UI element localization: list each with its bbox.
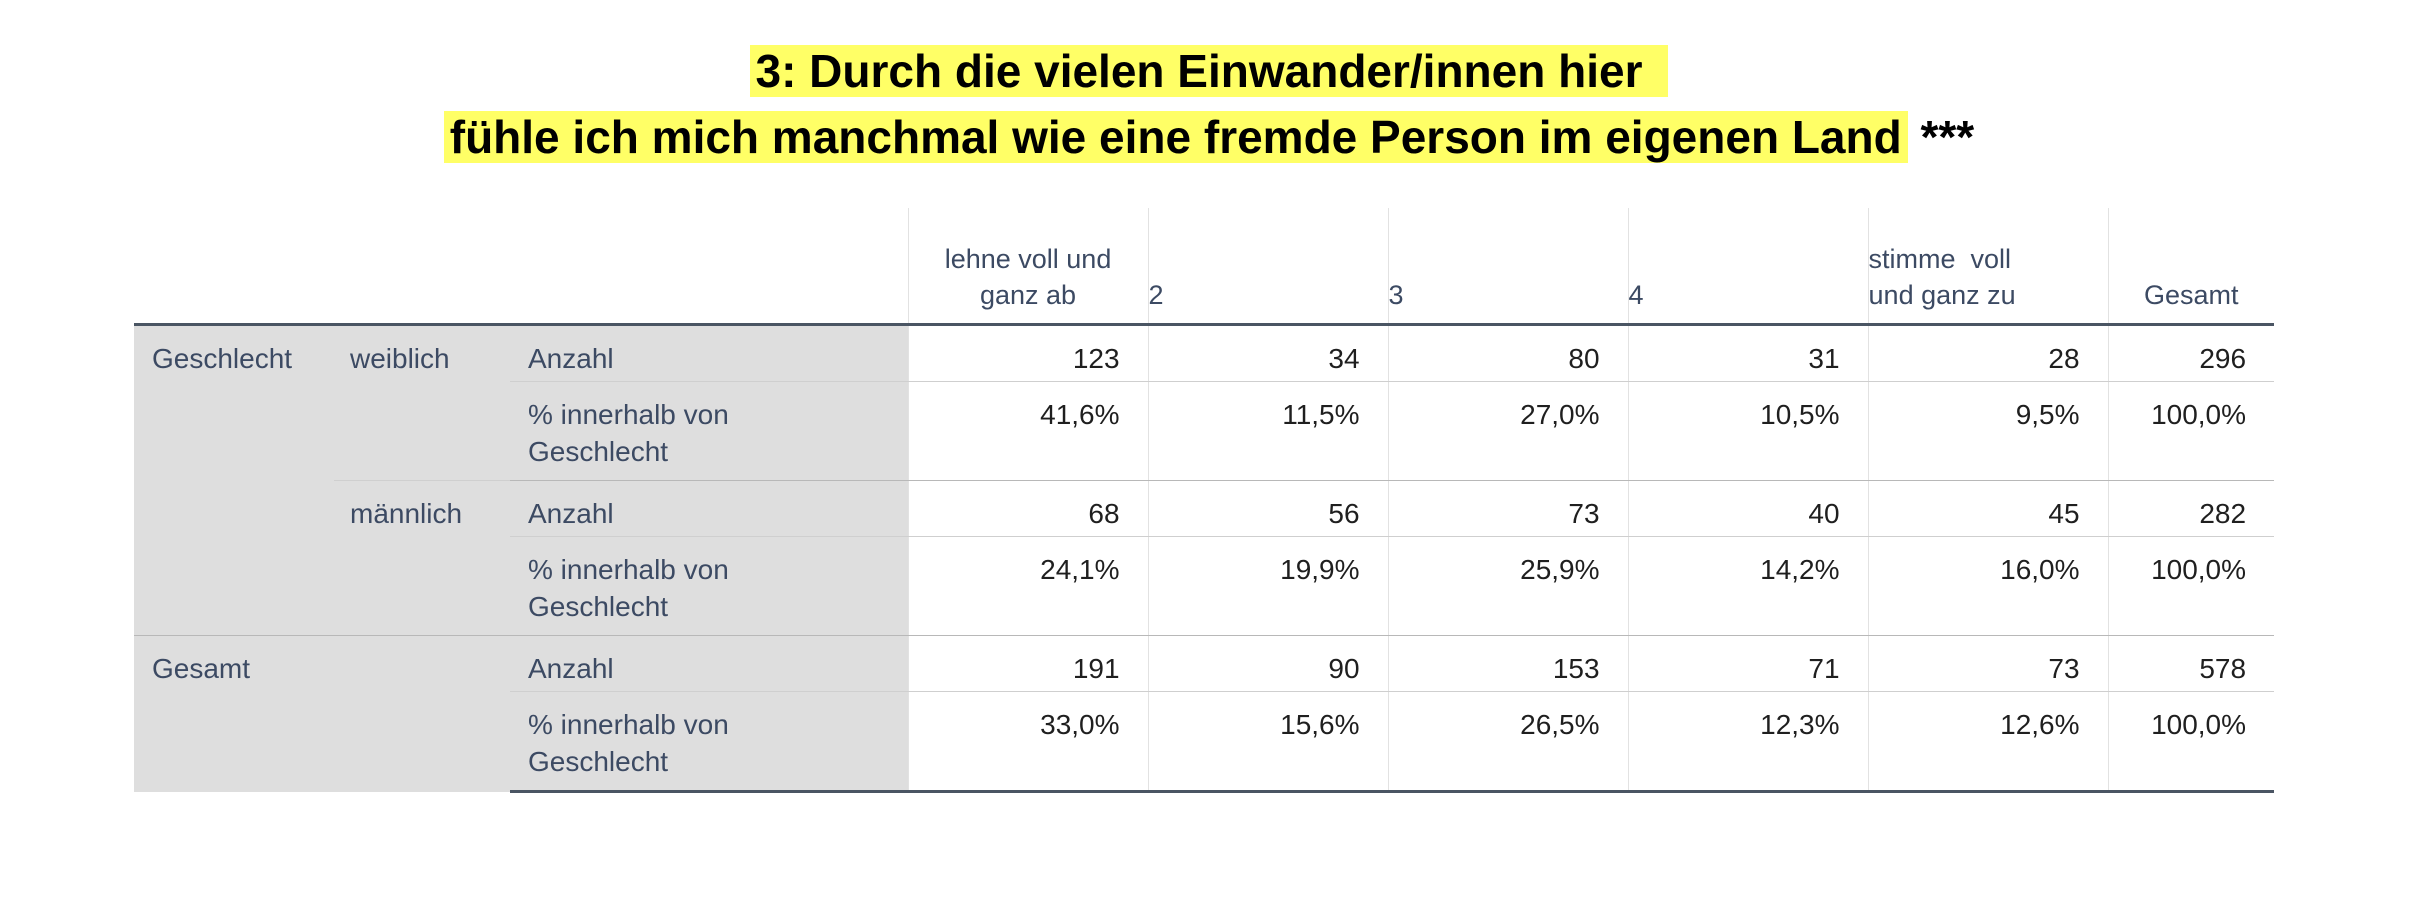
col-header-gesamt: Gesamt [2107,208,2275,326]
col-header-3: 3 [1387,208,1629,326]
row-group-geschlecht: Geschlecht [134,324,334,636]
table-cell: 41,6% [907,381,1149,481]
row-label-percent: % innerhalb von Geschlecht [510,536,909,636]
table-cell: 100,0% [2107,381,2275,481]
table-cell: 73 [1867,635,2109,692]
table-cell: 100,0% [2107,691,2275,793]
col-header-stimme-zu-line2: und ganz zu [1868,280,2016,310]
table-cell: 19,9% [1147,536,1389,636]
col-header-stimme-zu: stimme voll und ganz zu [1867,208,2109,326]
table-row: Gesamt Anzahl 191 90 153 71 73 578 [134,635,2275,792]
table-cell: 68 [907,480,1149,537]
row-subgroup-weiblich: weiblich [334,324,510,481]
table-cell: 71 [1627,635,1869,692]
row-label-percent-line1: % innerhalb von [528,554,729,585]
table-cell: 10,5% [1627,381,1869,481]
table-cell: 578 [2107,635,2275,692]
table-cell: 31 [1627,324,1869,382]
table-cell: 27,0% [1387,381,1629,481]
table-cell: 90 [1147,635,1389,692]
table-cell: 191 [907,635,1149,692]
col-header-stimme-zu-line1: stimme voll [1868,244,2012,274]
row-subgroup-empty [334,635,510,792]
table-cell: 28 [1867,324,2109,382]
title-line-1: 3: Durch die vielen Einwander/innen hier [0,40,2418,102]
row-label-percent-line1: % innerhalb von [528,399,729,430]
title-line-1-text: 3: Durch die vielen Einwander/innen hier [749,45,1669,97]
row-label-percent: % innerhalb von Geschlecht [510,381,909,481]
row-label-anzahl: Anzahl [510,635,909,692]
table-row: männlich Anzahl 68 56 73 40 45 282 [134,480,2275,636]
table-cell: 296 [2107,324,2275,382]
header-row: lehne voll und ganz ab 2 3 4 stimme voll… [134,208,2275,326]
significance-stars: *** [1920,111,1975,163]
table-cell: 25,9% [1387,536,1629,636]
col-header-lehne-ab: lehne voll und ganz ab [907,208,1149,326]
table-cell: 45 [1867,480,2109,537]
row-label-percent: % innerhalb von Geschlecht [510,691,909,793]
title-line-2-text: fühle ich mich manchmal wie eine fremde … [443,111,1908,163]
col-header-lehne-ab-line2: ganz ab [979,280,1077,310]
col-header-lehne-ab-line1: lehne voll und [944,244,1112,274]
table-cell: 16,0% [1867,536,2109,636]
table-cell: 12,6% [1867,691,2109,793]
table-cell: 24,1% [907,536,1149,636]
row-group-gesamt: Gesamt [134,635,334,792]
table-cell: 15,6% [1147,691,1389,793]
row-label-percent-line2: Geschlecht [528,436,669,467]
row-label-percent-line2: Geschlecht [528,746,669,777]
table-cell: 123 [907,324,1149,382]
header-stub [134,208,909,326]
table-cell: 12,3% [1627,691,1869,793]
table-row: Geschlecht weiblich Anzahl 123 34 80 31 … [134,324,2275,636]
table-row: % innerhalb von Geschlecht 33,0% 15,6% 2… [134,691,2275,793]
table-cell: 26,5% [1387,691,1629,793]
row-label-anzahl: Anzahl [510,480,909,537]
table-cell: 282 [2107,480,2275,537]
table-cell: 153 [1387,635,1629,692]
table-cell: 100,0% [2107,536,2275,636]
table-cell: 33,0% [907,691,1149,793]
row-subgroup-maennlich: männlich [334,480,510,636]
crosstab-table: lehne voll und ganz ab 2 3 4 stimme voll… [134,208,2275,793]
table-row: % innerhalb von Geschlecht 24,1% 19,9% 2… [134,536,2275,636]
title-line-2: fühle ich mich manchmal wie eine fremde … [0,106,2418,168]
row-label-percent-line2: Geschlecht [528,591,669,622]
table-cell: 11,5% [1147,381,1389,481]
table-cell: 34 [1147,324,1389,382]
table-cell: 80 [1387,324,1629,382]
table-cell: 73 [1387,480,1629,537]
row-label-anzahl: Anzahl [510,324,909,382]
col-header-2: 2 [1147,208,1389,326]
row-label-percent-line1: % innerhalb von [528,709,729,740]
table-cell: 40 [1627,480,1869,537]
table-row: % innerhalb von Geschlecht 41,6% 11,5% 2… [134,381,2275,481]
table-cell: 56 [1147,480,1389,537]
table-cell: 9,5% [1867,381,2109,481]
col-header-4: 4 [1627,208,1869,326]
table-cell: 14,2% [1627,536,1869,636]
